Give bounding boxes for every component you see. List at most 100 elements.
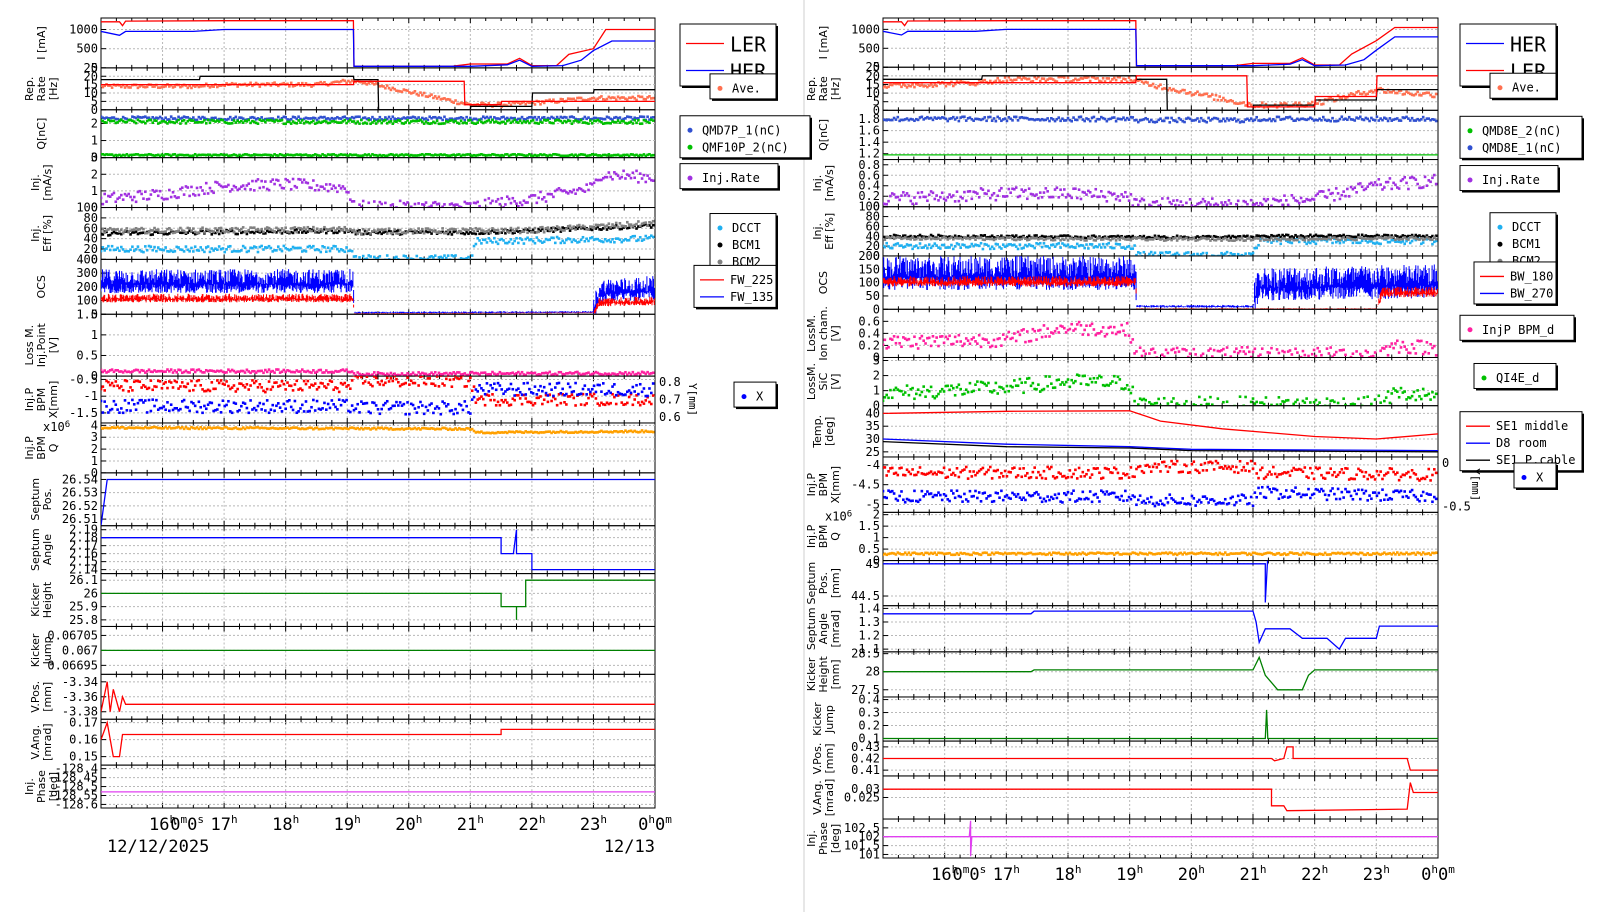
data-point: [410, 228, 413, 231]
data-point: [366, 210, 369, 213]
data-point: [216, 379, 219, 382]
data-point: [116, 384, 119, 387]
data-point: [547, 119, 550, 122]
data-point: [635, 122, 638, 125]
data-point: [164, 381, 167, 384]
data-point: [624, 371, 627, 374]
data-point: [547, 394, 550, 397]
data-point: [536, 118, 539, 121]
data-point: [214, 388, 217, 391]
data-point: [508, 387, 511, 390]
data-point: [438, 96, 441, 99]
legend-entry: Inj.Rate: [702, 171, 760, 185]
data-point: [102, 246, 105, 249]
data-point: [260, 228, 263, 231]
y-tick-label: 26.52: [62, 499, 98, 513]
data-point: [358, 256, 361, 259]
data-point: [388, 210, 391, 213]
data-point: [301, 389, 304, 392]
data-point: [174, 250, 177, 253]
data-point: [209, 122, 212, 125]
data-point: [301, 119, 304, 122]
data-point: [565, 116, 568, 119]
data-point: [247, 250, 250, 253]
data-point: [443, 402, 446, 405]
data-point: [120, 194, 123, 197]
data-point: [259, 402, 262, 405]
data-point: [355, 255, 358, 258]
legend-swatch: [688, 128, 693, 133]
data-point: [331, 399, 334, 402]
data-point: [249, 399, 252, 402]
data-point: [323, 402, 326, 405]
data-point: [183, 250, 186, 253]
data-point: [137, 402, 140, 405]
data-point: [523, 230, 526, 233]
data-point: [257, 251, 260, 254]
data-point: [262, 186, 265, 189]
data-point: [388, 116, 391, 119]
data-point: [648, 387, 651, 390]
data-point: [314, 189, 317, 192]
data-point: [268, 189, 271, 192]
data-point: [273, 231, 276, 234]
data-point: [257, 178, 260, 181]
data-point: [194, 405, 197, 408]
data-point: [539, 103, 542, 106]
data-point: [652, 382, 655, 385]
data-point: [637, 181, 640, 184]
panel-frame: [101, 526, 655, 574]
data-point: [303, 226, 306, 229]
data-point: [632, 403, 635, 406]
y-tick-label: 300: [76, 266, 98, 280]
data-point: [292, 409, 295, 412]
data-point: [489, 384, 492, 387]
data-point: [327, 246, 330, 249]
right-tick-label: 0.7: [659, 393, 681, 407]
y-tick-label: 100: [76, 201, 98, 215]
data-point: [288, 231, 291, 234]
data-point: [172, 386, 175, 389]
data-point: [164, 230, 167, 233]
data-point: [541, 121, 544, 124]
data-point: [120, 385, 123, 388]
data-point: [552, 395, 555, 398]
data-point: [506, 401, 509, 404]
data-point: [554, 229, 557, 232]
data-point: [635, 223, 638, 226]
data-point: [430, 402, 433, 405]
data-point: [534, 227, 537, 230]
data-point: [412, 404, 415, 407]
data-point: [556, 404, 559, 407]
data-point: [264, 391, 267, 394]
y-tick-label: 1: [91, 134, 98, 148]
data-point: [190, 87, 193, 90]
legend: X: [734, 382, 778, 409]
data-point: [585, 183, 588, 186]
data-point: [259, 85, 262, 88]
data-point: [146, 86, 149, 89]
data-point: [135, 200, 138, 203]
data-point: [144, 245, 147, 248]
data-point: [181, 381, 184, 384]
data-point: [486, 241, 489, 244]
data-point: [281, 380, 284, 383]
data-point: [188, 195, 191, 198]
data-point: [504, 122, 507, 125]
data-point: [489, 202, 492, 205]
data-point: [475, 243, 478, 246]
data-point: [484, 199, 487, 202]
data-point: [419, 401, 422, 404]
data-point: [129, 409, 132, 412]
data-point: [462, 409, 465, 412]
data-point: [305, 400, 308, 403]
data-point: [275, 249, 278, 252]
data-point: [460, 119, 463, 122]
data-point: [615, 98, 618, 101]
data-point: [537, 389, 540, 392]
data-point: [186, 406, 189, 409]
panel-frame: [101, 473, 655, 526]
data-point: [235, 402, 238, 405]
